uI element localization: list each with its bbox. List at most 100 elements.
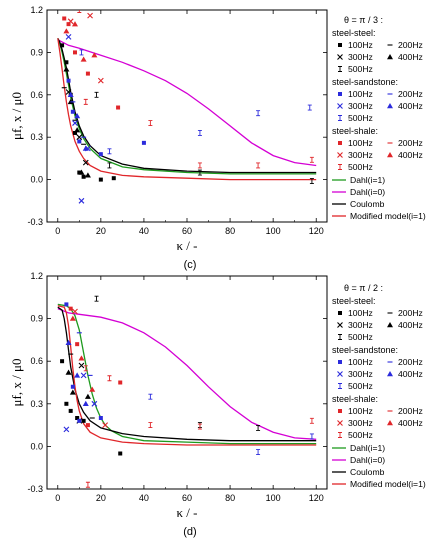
legend-freq-label: 500Hz (348, 430, 373, 440)
y-axis-label: μf, x / μ0 (9, 359, 24, 407)
data-point (73, 130, 77, 135)
data-point (98, 416, 103, 420)
data-point (85, 145, 91, 152)
data-point (63, 426, 70, 433)
y-tick-label: 0.0 (30, 441, 43, 451)
legend-marker (387, 371, 393, 377)
legend-curve-label: Modified model(i=1) (350, 211, 426, 221)
data-point (85, 423, 90, 428)
data-point (91, 52, 98, 58)
legend-marker (338, 92, 342, 96)
x-tick-label: 20 (96, 493, 106, 503)
data-point (69, 315, 76, 321)
legend: θ = π / 3 : steel-steel: 100Hz 200Hz 300Hz 40… (332, 15, 426, 221)
data-point (78, 169, 85, 175)
data-point (141, 140, 146, 145)
y-tick-label: -0.3 (27, 484, 43, 494)
y-tick-label: 0.6 (30, 90, 43, 100)
legend-group-title: steel-shale: (332, 126, 378, 136)
y-tick-label: 0.6 (30, 356, 43, 366)
x-tick-label: 120 (309, 493, 324, 503)
data-point (85, 481, 90, 488)
legend-marker (337, 371, 343, 377)
legend-freq-label: 100Hz (348, 40, 373, 50)
data-point (256, 449, 261, 456)
legend-marker (387, 322, 393, 328)
legend-freq-label: 500Hz (348, 113, 373, 123)
data-point (77, 10, 82, 13)
data-point (197, 162, 202, 169)
data-point (64, 302, 69, 307)
y-tick-label: -0.3 (27, 217, 43, 227)
data-point (62, 16, 67, 21)
data-point (89, 386, 96, 392)
y-tick-label: 0.9 (30, 314, 43, 324)
data-point (77, 170, 82, 175)
legend-freq-label: 100Hz (348, 357, 373, 367)
data-point (65, 369, 72, 375)
data-point (118, 380, 123, 385)
legend-freq-label: 500Hz (348, 64, 373, 74)
data-point (87, 12, 93, 19)
legend-marker (338, 383, 342, 389)
legend-freq-label: 400Hz (398, 101, 423, 111)
data-point (70, 109, 75, 114)
legend-curve-label: Coulomb (350, 199, 385, 209)
legend-freq-label: 400Hz (398, 369, 423, 379)
legend-curve-label: Dahl(i=0) (350, 187, 385, 197)
data-point (107, 162, 112, 169)
data-point (309, 156, 314, 163)
data-point (83, 365, 88, 372)
data-point (107, 375, 112, 382)
data-point (70, 384, 75, 389)
data-point (82, 400, 89, 406)
legend-marker (338, 66, 342, 72)
data-point (197, 423, 202, 430)
x-tick-label: 0 (55, 493, 60, 503)
legend-freq-label: 200Hz (398, 40, 423, 50)
legend-freq-label: 100Hz (348, 89, 373, 99)
x-tick-label: 120 (309, 226, 324, 236)
legend-marker (338, 164, 342, 170)
data-point (80, 56, 87, 62)
data-point (148, 393, 153, 400)
data-point (94, 295, 99, 302)
y-tick-label: 0.3 (30, 399, 43, 409)
data-point (77, 139, 82, 144)
data-point (68, 306, 73, 311)
data-point (309, 417, 314, 424)
x-axis-label: κ / - (177, 505, 198, 520)
series-line-coulomb (57, 306, 317, 442)
panel-caption: (c) (184, 259, 197, 271)
points-layer (60, 10, 314, 204)
data-point (118, 451, 123, 456)
data-point (80, 372, 87, 379)
data-point (72, 308, 78, 315)
legend-curve-label: Coulomb (350, 467, 385, 477)
curves-layer (57, 303, 317, 446)
legend-group-title: steel-steel: (332, 296, 376, 306)
legend-freq-label: 300Hz (348, 369, 373, 379)
legend-marker (338, 43, 342, 47)
data-point (74, 372, 81, 378)
legend-marker (338, 432, 342, 438)
data-point (197, 130, 202, 136)
series-line-dahl-i-1- (57, 38, 317, 175)
legend-group-title: steel-steel: (332, 28, 376, 38)
data-point (81, 174, 86, 179)
data-point (256, 424, 261, 431)
legend-group-title: steel-sandstone: (332, 345, 398, 355)
data-point (66, 78, 71, 83)
legend-freq-label: 200Hz (398, 138, 423, 148)
data-point (64, 401, 69, 406)
data-point (63, 28, 70, 34)
y-tick-label: 0.3 (30, 132, 43, 142)
plot-frame (46, 9, 328, 223)
legend-freq-label: 400Hz (398, 418, 423, 428)
legend-freq-label: 300Hz (348, 418, 373, 428)
data-point (67, 91, 74, 97)
data-point (63, 66, 70, 72)
x-tick-label: 80 (225, 493, 235, 503)
data-point (75, 342, 80, 347)
x-axis-label: κ / - (177, 238, 198, 253)
